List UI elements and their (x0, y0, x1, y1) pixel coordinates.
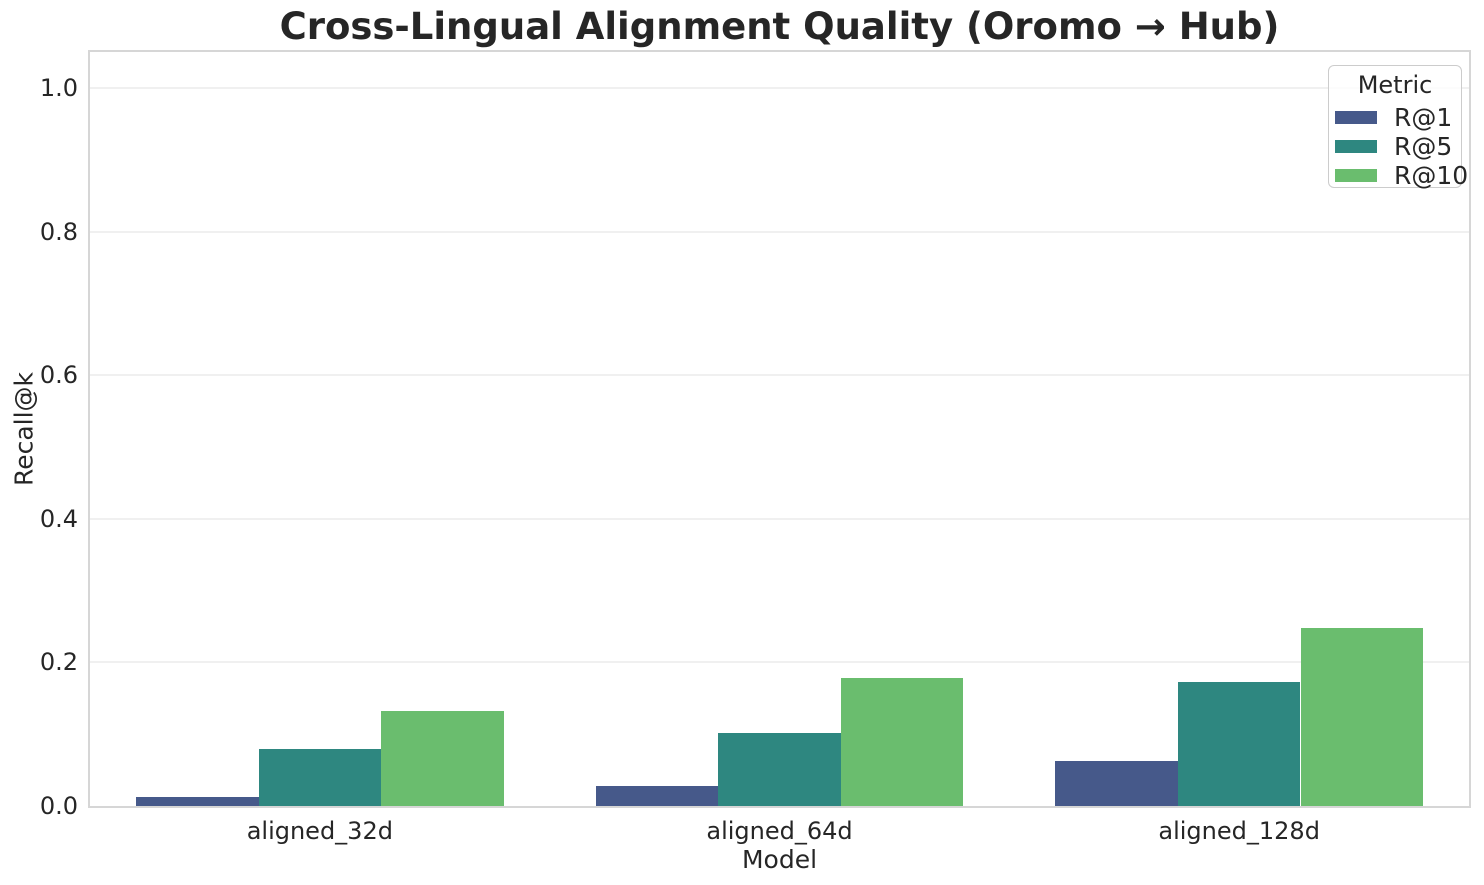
legend-items: R@1 R@5 R@10 (1329, 103, 1468, 190)
y-tick-label: 0.0 (39, 792, 78, 820)
gridline-0.6 (90, 374, 1469, 377)
legend-label: R@1 (1394, 103, 1453, 132)
x-axis-label: Model (741, 845, 818, 874)
y-tick-label: 1.0 (39, 73, 78, 102)
bar-aligned_128d-R@1 (1055, 760, 1178, 806)
bar-aligned_64d-R@10 (840, 678, 964, 806)
y-axis-label: Recall@k (9, 371, 39, 487)
chart-title: Cross-Lingual Alignment Quality (Oromo →… (279, 5, 1280, 48)
legend-item-R@10: R@10 (1329, 161, 1468, 190)
y-tick-label: 0.6 (39, 361, 78, 390)
gridline-0.2 (90, 661, 1469, 664)
legend: Metric R@1 R@5 R@10 (1328, 65, 1468, 190)
gridline-0.8 (90, 230, 1469, 233)
bar-aligned_64d-R@1 (595, 785, 719, 806)
legend-item-R@5: R@5 (1329, 132, 1461, 161)
gridline-0.4 (90, 517, 1469, 520)
y-tick-label: 0.8 (39, 217, 78, 246)
legend-swatch-icon (1335, 140, 1377, 153)
x-tick-label-aligned_32d: aligned_32d (246, 817, 393, 845)
legend-swatch-icon (1335, 169, 1377, 182)
legend-title: Metric (1357, 71, 1433, 99)
bar-aligned_32d-R@10 (381, 711, 504, 806)
legend-swatch-icon (1335, 111, 1377, 124)
bar-aligned_32d-R@1 (136, 797, 259, 806)
plot-area: Metric R@1 R@5 R@10 (88, 50, 1471, 808)
legend-label: R@5 (1394, 132, 1453, 161)
gridline-1.0 (90, 86, 1469, 89)
legend-item-R@1: R@1 (1329, 103, 1461, 132)
x-tick-label-aligned_128d: aligned_128d (1158, 817, 1320, 845)
bar-aligned_32d-R@5 (258, 748, 382, 806)
bar-aligned_64d-R@5 (718, 732, 841, 806)
bar-aligned_128d-R@10 (1300, 627, 1424, 806)
legend-label: R@10 (1394, 161, 1469, 190)
x-tick-label-aligned_64d: aligned_64d (706, 817, 853, 845)
y-tick-label: 0.2 (39, 648, 78, 677)
bar-aligned_128d-R@5 (1177, 681, 1301, 806)
y-tick-label: 0.4 (39, 504, 78, 533)
